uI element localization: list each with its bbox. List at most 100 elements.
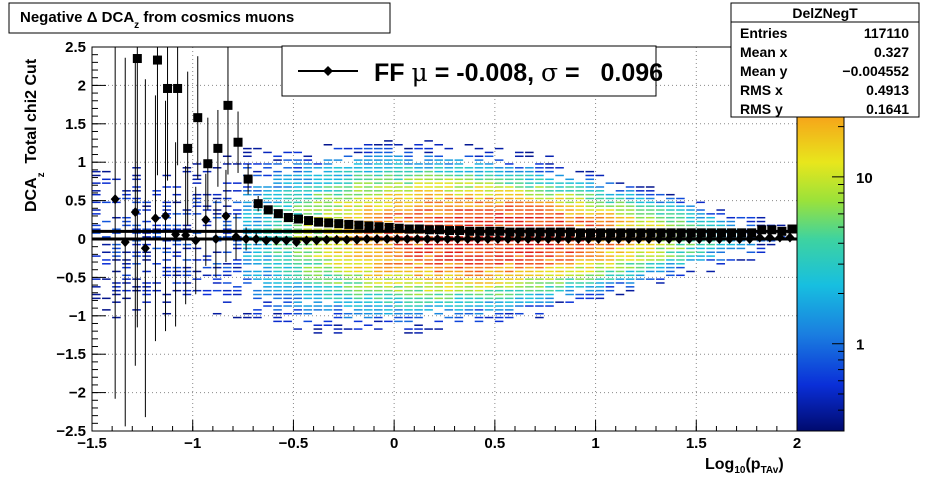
- heat-cell: [253, 278, 262, 280]
- heat-cell: [313, 274, 323, 277]
- heat-cell: [595, 224, 605, 227]
- heat-cell: [404, 266, 413, 269]
- heat-cell: [535, 259, 544, 261]
- heat-cell: [484, 167, 494, 169]
- heat-cell: [545, 278, 554, 280]
- heat-cell: [343, 286, 353, 288]
- heat-cell: [374, 170, 383, 173]
- heat-cell: [394, 312, 403, 315]
- heat-cell: [535, 182, 544, 184]
- heat-cell: [676, 255, 685, 257]
- heat-cell: [273, 309, 282, 311]
- heat-cell: [333, 251, 343, 254]
- diamond-point: [775, 232, 785, 243]
- heat-cell: [112, 251, 121, 254]
- heat-cell: [202, 193, 212, 196]
- heat-cell: [535, 274, 544, 277]
- heat-cell: [535, 205, 544, 207]
- heat-cell: [676, 251, 685, 254]
- heat-cell: [464, 274, 474, 277]
- heat-cell: [132, 201, 141, 204]
- heat-cell: [635, 201, 645, 204]
- heat-cell: [192, 213, 202, 215]
- heat-cell: [424, 205, 433, 207]
- heat-cell: [394, 286, 403, 288]
- heat-cell: [515, 167, 524, 169]
- heat-cell: [343, 270, 353, 273]
- heat-cell: [525, 216, 534, 219]
- heat-cell: [676, 197, 685, 200]
- heat-cell: [263, 220, 272, 223]
- heat-cell: [504, 263, 514, 265]
- heat-cell: [535, 163, 544, 165]
- heat-cell: [343, 274, 353, 277]
- heat-cell: [323, 182, 333, 184]
- heat-cell: [434, 155, 443, 158]
- heat-cell: [434, 251, 443, 254]
- heat-cell: [102, 182, 111, 184]
- heat-cell: [374, 232, 383, 234]
- heat-cell: [555, 193, 564, 196]
- heat-cell: [615, 278, 625, 280]
- heat-cell: [374, 197, 383, 200]
- heat-cell: [172, 282, 182, 284]
- heat-cell: [192, 197, 202, 200]
- heat-cell: [263, 293, 272, 296]
- heat-cell: [414, 263, 423, 265]
- heat-cell: [474, 178, 484, 181]
- heat-cell: [555, 286, 564, 288]
- heat-cell: [454, 278, 464, 280]
- heat-cell: [283, 297, 292, 300]
- heat-cell: [565, 220, 574, 223]
- heat-cell: [253, 289, 262, 292]
- heat-cell: [686, 209, 695, 211]
- heat-cell: [444, 270, 454, 273]
- heat-cell: [656, 266, 665, 269]
- y-tick-label: −1: [69, 308, 86, 325]
- heat-cell: [313, 259, 323, 261]
- heat-cell: [444, 197, 454, 200]
- heat-cell: [545, 224, 554, 227]
- heat-cell: [424, 190, 433, 192]
- heat-cell: [273, 247, 282, 250]
- heat-cell: [122, 224, 131, 227]
- heat-cell: [333, 278, 343, 280]
- heat-cell: [243, 247, 252, 250]
- heat-cell: [404, 297, 413, 300]
- heat-cell: [504, 197, 514, 200]
- heat-cell: [394, 255, 403, 257]
- heat-cell: [353, 312, 363, 315]
- heat-cell: [595, 197, 605, 200]
- heat-cell: [525, 282, 534, 284]
- heat-cell: [484, 186, 494, 188]
- heat-cell: [374, 259, 383, 261]
- heat-cell: [595, 286, 605, 288]
- heat-cell: [595, 209, 605, 211]
- heat-cell: [273, 243, 282, 246]
- heat-cell: [273, 255, 282, 257]
- heat-cell: [545, 190, 554, 192]
- heat-cell: [363, 266, 373, 269]
- heat-cell: [585, 243, 595, 246]
- heat-cell: [535, 297, 544, 300]
- heat-cell: [585, 205, 595, 207]
- heat-cell: [615, 243, 625, 246]
- heat-cell: [394, 144, 403, 146]
- heat-cell: [585, 186, 595, 188]
- heat-cell: [313, 247, 323, 250]
- heat-cell: [384, 144, 393, 146]
- heat-cell: [484, 182, 494, 184]
- heat-cell: [343, 170, 353, 173]
- x-tick-label: 0: [390, 435, 398, 452]
- heat-cell: [283, 301, 292, 303]
- square-point: [475, 226, 485, 236]
- heat-cell: [353, 193, 363, 196]
- heat-cell: [363, 186, 373, 188]
- diamond-point: [533, 234, 543, 244]
- heat-cell: [555, 216, 564, 219]
- heat-cell: [414, 332, 423, 334]
- heat-cell: [283, 259, 292, 261]
- heat-cell: [474, 147, 484, 150]
- heat-cell: [575, 259, 584, 261]
- heat-cell: [394, 182, 403, 184]
